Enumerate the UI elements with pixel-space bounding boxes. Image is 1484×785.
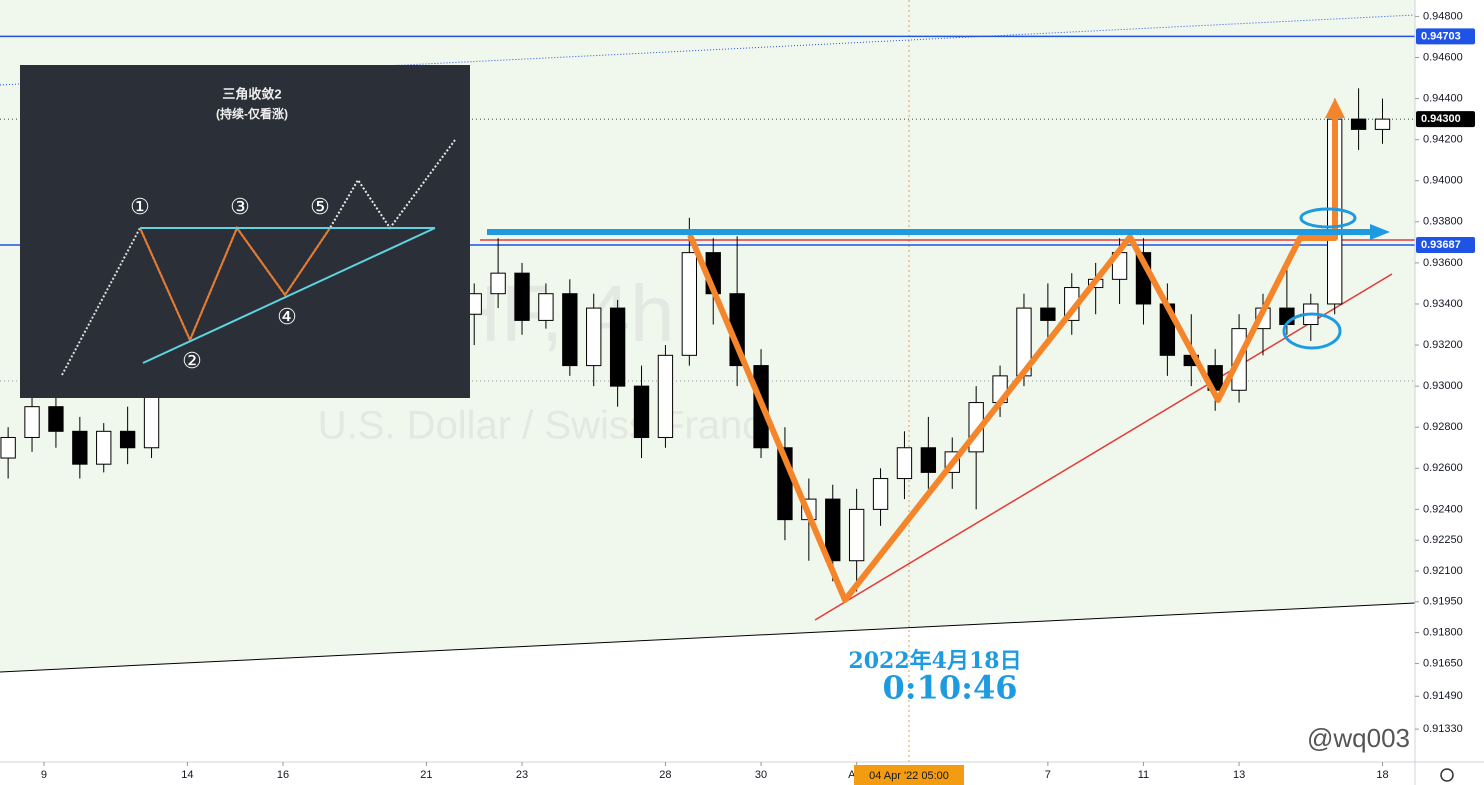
candle-body (0, 436, 16, 459)
y-tick-label: 0.91950 (1423, 596, 1463, 608)
y-tick-label: 0.93600 (1423, 257, 1463, 269)
y-tick-label: 0.92800 (1423, 421, 1463, 433)
settings-icon[interactable] (1440, 768, 1454, 782)
inset-support (142, 227, 436, 364)
candle-body (657, 354, 674, 438)
inset-point: ④ (277, 304, 297, 329)
y-tick-label: 0.93200 (1423, 339, 1463, 351)
x-tick-label: 21 (420, 769, 432, 781)
inset-title: 三角收敛2 (222, 86, 281, 101)
candle-body (538, 293, 554, 321)
inset-point: ② (182, 348, 202, 373)
candle-body (848, 508, 865, 562)
candle-body (119, 430, 136, 449)
crosshair-tag (854, 765, 964, 785)
watermark-title: U.S. Dollar / Swiss Franc (318, 404, 763, 448)
x-tick-label: 23 (516, 769, 528, 781)
highlight-ellipse (1282, 312, 1342, 350)
candle-body (586, 307, 602, 367)
x-tick-label: 28 (659, 769, 671, 781)
y-tick-label: 0.91800 (1423, 627, 1463, 639)
y-tick-label: 0.94800 (1423, 10, 1463, 22)
y-tick-label: 0.92100 (1423, 565, 1463, 577)
candle-body (143, 395, 160, 449)
x-tick-label: 7 (1045, 769, 1051, 781)
inset-point: ③ (230, 194, 250, 219)
candle-body (896, 447, 913, 480)
x-tick-label: 18 (1376, 769, 1388, 781)
x-tick-label: 30 (755, 769, 767, 781)
arrow-head (1325, 98, 1345, 118)
y-tick-label: 0.91650 (1423, 657, 1463, 669)
y-tick-label: 0.93800 (1423, 216, 1463, 228)
y-tick-label: 0.94200 (1423, 134, 1463, 146)
candle-body (920, 447, 937, 473)
x-tick-label: 11 (1138, 769, 1149, 781)
y-tick-label: 0.93000 (1423, 380, 1463, 392)
y-tick-label: 0.91330 (1423, 723, 1463, 735)
price-tag-label: 0.94703 (1421, 30, 1461, 42)
arrow-head (1370, 224, 1390, 240)
candle-body (825, 498, 841, 562)
highlight-ellipse (1299, 207, 1357, 229)
inset-point: ⑤ (310, 194, 330, 219)
candle-body (48, 406, 64, 432)
candle-body (872, 478, 889, 510)
inset-image: 三角收敛2 (持续-仅看涨) ① ② ③ ④ ⑤ (20, 65, 470, 398)
channel-bottom (0, 602, 1416, 673)
inset-subtitle: (持续-仅看涨) (216, 106, 288, 121)
watermark-handle: @wq003 (1307, 723, 1410, 753)
y-tick-label: 0.92400 (1423, 503, 1463, 515)
axes: 0.94800 0.94600 0.94400 0.94200 0.94000 0.938… (41, 10, 1475, 781)
price-tag-label: 0.93687 (1421, 239, 1461, 251)
candle-body (562, 293, 578, 367)
price-tag-label: 0.94300 (1421, 113, 1461, 125)
x-tick-label: 13 (1233, 769, 1245, 781)
candle-body (609, 307, 626, 387)
candle-body (1040, 307, 1056, 321)
y-tick-label: 0.94000 (1423, 175, 1463, 187)
candle-body (24, 406, 40, 438)
candle-body (681, 252, 698, 356)
y-tick-label: 0.92250 (1423, 534, 1463, 546)
inset-frame (20, 65, 470, 398)
candle-body (633, 385, 650, 438)
y-tick-label: 0.94400 (1423, 92, 1463, 104)
price-tag (1416, 111, 1475, 128)
crosshair-label: 04 Apr '22 05:00 (869, 770, 949, 782)
candle-body (490, 272, 506, 295)
y-tick-label: 0.92600 (1423, 462, 1463, 474)
price-tag (1416, 237, 1475, 254)
x-tick-label: 16 (277, 769, 289, 781)
candle-body (96, 430, 112, 465)
x-tick-label: 14 (181, 769, 193, 781)
candle-body (72, 430, 88, 465)
channel-top (0, 14, 1416, 86)
y-tick-label: 0.94600 (1423, 51, 1463, 63)
inset-point: ① (130, 194, 150, 219)
candle-body (514, 272, 530, 321)
candle-body (1350, 118, 1367, 130)
candle-body (1374, 118, 1391, 130)
x-tick-label: 9 (41, 769, 47, 781)
y-tick-label: 0.91490 (1423, 690, 1463, 702)
time-stamp: 0:10:46 (883, 669, 1018, 707)
date-stamp: 2022年4月18日 (848, 648, 1021, 674)
y-tick-label: 0.93400 (1423, 298, 1463, 310)
support-trendline (814, 273, 1393, 621)
drawings (487, 98, 1390, 603)
price-tag (1416, 28, 1475, 45)
zigzag-drawing (687, 110, 1338, 603)
